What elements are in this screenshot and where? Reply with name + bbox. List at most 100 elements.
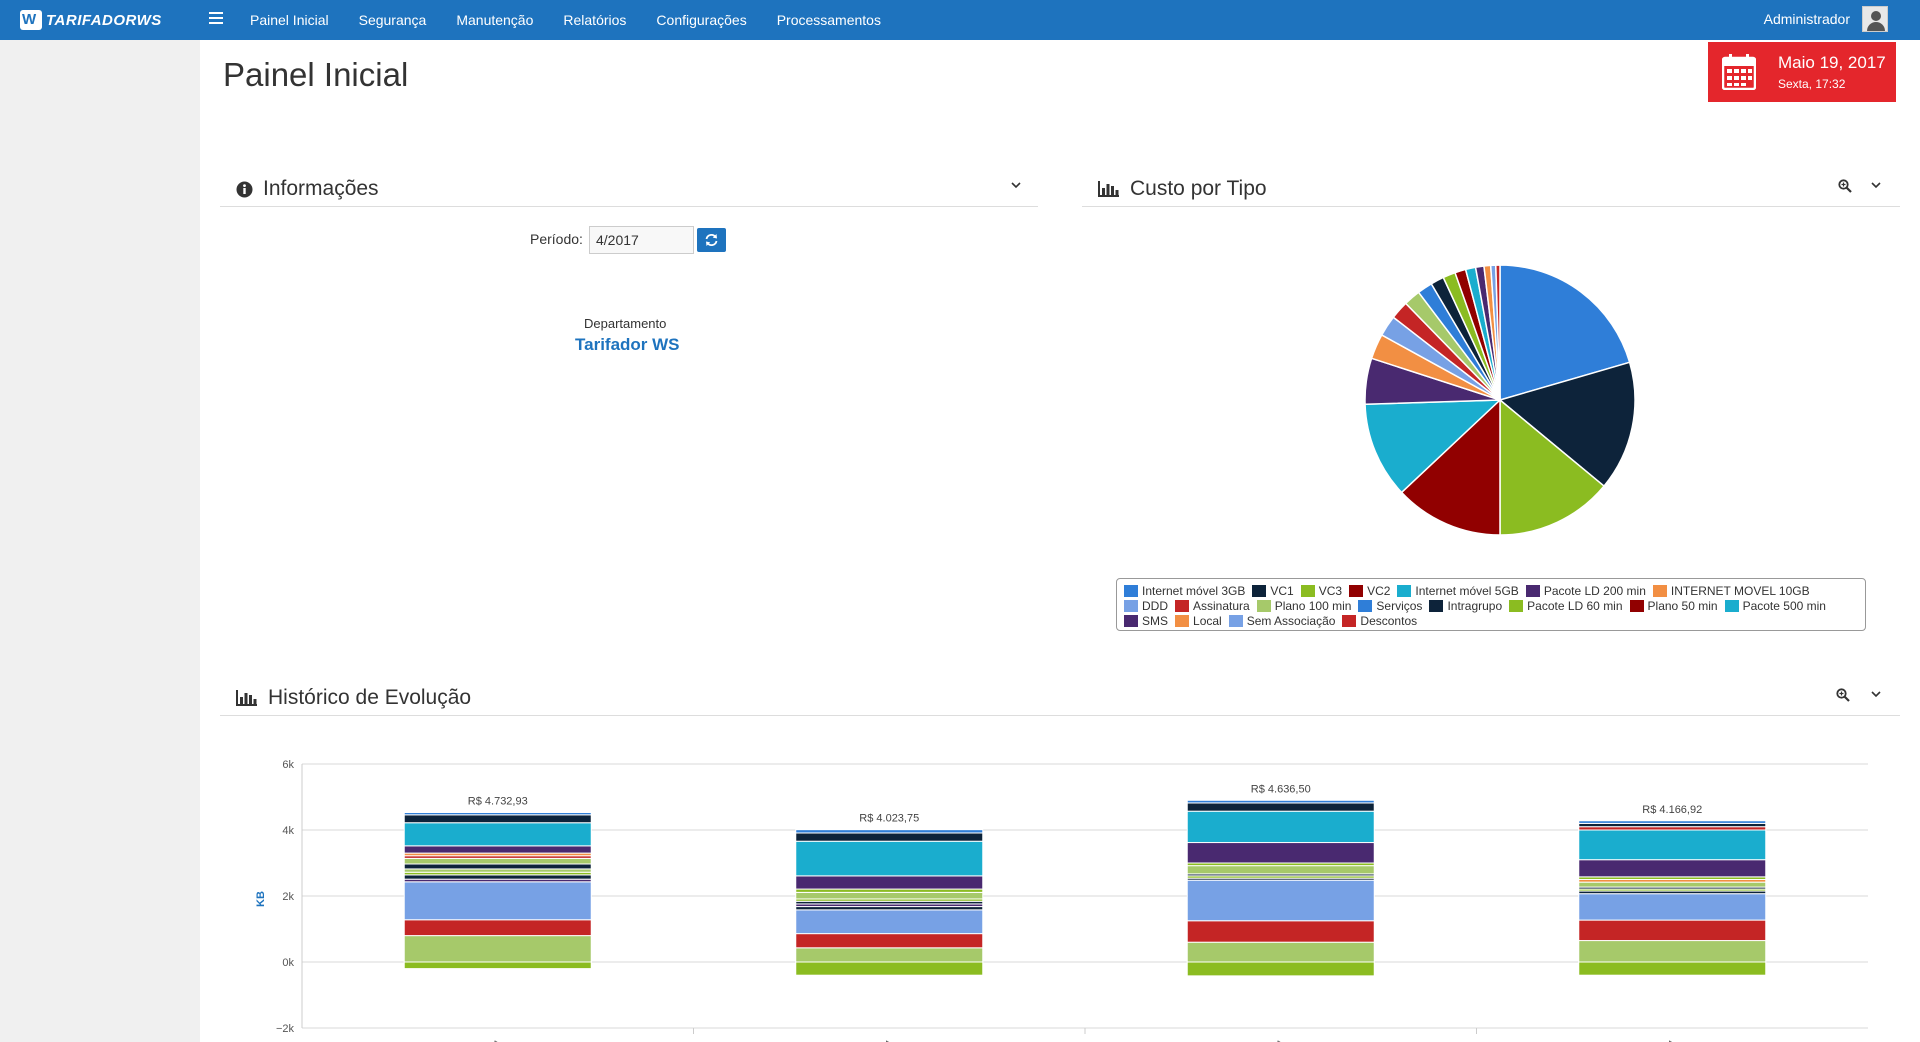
legend-item-internet-movel-5gb[interactable]: Internet móvel 5GB [1397,583,1519,598]
legend-item-pacote-500-min[interactable]: Pacote 500 min [1724,598,1826,613]
bar-segment[interactable] [403,845,592,854]
legend-item-assinatura[interactable]: Assinatura [1175,598,1250,613]
bar-segment[interactable] [795,947,984,963]
bar-segment[interactable] [1186,961,1375,977]
hamburger-menu-icon[interactable] [209,12,223,24]
legend-item-plano-100-min[interactable]: Plano 100 min [1256,598,1351,613]
y-tick-label: 0k [282,957,294,969]
bar-segment[interactable] [795,832,984,842]
bar-segment[interactable] [1186,810,1375,844]
bar-segment[interactable] [1578,940,1767,963]
legend-item-descontos[interactable]: Descontos [1342,613,1417,628]
refresh-button[interactable] [697,228,726,252]
bar-segment[interactable] [403,814,592,824]
legend-item-servicos[interactable]: Serviços [1358,598,1422,613]
legend-label: Sem Associação [1246,613,1336,628]
user-menu[interactable]: Administrador [1764,6,1888,32]
bar-segment[interactable] [403,857,592,865]
nav-item-configuracoes[interactable]: Configurações [656,12,747,28]
nav-item-processamentos[interactable]: Processamentos [776,12,881,28]
bar-segment[interactable] [403,822,592,847]
pie-slice-internet-movel-3gb[interactable] [1499,264,1631,401]
bar-segment[interactable] [403,935,592,963]
bar-segment[interactable] [1578,919,1767,942]
legend-item-vc2[interactable]: VC2 [1349,583,1390,598]
nav-item-painel-inicial[interactable]: Painel Inicial [250,12,329,28]
legend-item-internet-movel-3gb[interactable]: Internet móvel 3GB [1124,583,1245,598]
legend-item-ddd[interactable]: DDD [1124,598,1168,613]
zoom-icon[interactable] [1838,179,1852,193]
bar-segment[interactable] [1578,881,1767,888]
bar-segment[interactable] [1578,820,1767,824]
pie-slice-vc2[interactable] [1400,398,1501,536]
nav-item-relatorios[interactable]: Relatórios [563,12,627,28]
nav-item-seguranca[interactable]: Segurança [358,12,427,28]
legend-item-local[interactable]: Local [1175,613,1222,628]
bar-segment[interactable] [1186,842,1375,864]
legend-item-sms[interactable]: SMS [1124,613,1168,628]
app-logo[interactable]: TARIFADORWS [20,10,162,30]
history-bar-chart: 6k 4k 2k 0k −2k KB R$ 4.732,93 1/2017 R$ 4.023,7… [255,759,1868,1042]
refresh-icon [705,234,718,246]
legend-swatch [1525,584,1540,597]
bar-total-label: R$ 4.732,93 [468,796,528,808]
bar-segment[interactable] [795,875,984,890]
collapse-chevron-icon[interactable] [1870,688,1882,700]
bar-segment[interactable] [1186,920,1375,943]
pie-slice-vc3[interactable] [1499,398,1606,536]
bar-segment[interactable] [795,891,984,900]
legend-swatch [1358,599,1373,612]
legend-label: Local [1193,613,1222,628]
pie-slice-vc1[interactable] [1498,361,1636,488]
info-panel-title: Informações [236,177,379,201]
user-avatar-icon[interactable] [1862,6,1888,32]
bar-segment[interactable] [1578,859,1767,878]
bar-segment[interactable] [795,909,984,935]
bar-segment[interactable] [1186,879,1375,922]
date-badge: Maio 19, 2017 Sexta, 17:32 [1708,42,1896,102]
legend-swatch [1175,614,1190,627]
legend-label: Pacote LD 60 min [1527,598,1623,613]
periodo-input[interactable] [589,226,694,254]
department-value[interactable]: Tarifador WS [575,335,680,354]
nav-item-manutencao[interactable]: Manutenção [456,12,534,28]
pie-slice-descontos[interactable] [1494,264,1501,401]
bar-segment[interactable] [403,863,592,870]
calendar-icon [1722,54,1756,90]
bar-segment[interactable] [795,933,984,949]
bar-segment[interactable] [1186,865,1375,875]
bar-chart-icon [1098,181,1119,197]
pie-slice-internet-movel-5gb[interactable] [1364,399,1502,494]
bar-segment[interactable] [795,840,984,877]
collapse-chevron-icon[interactable] [1010,179,1022,191]
bar-segment[interactable] [1186,941,1375,963]
legend-item-pacote-ld-200-min[interactable]: Pacote LD 200 min [1525,583,1646,598]
legend-label: Pacote LD 200 min [1543,583,1646,598]
bar-segment[interactable] [403,874,592,880]
legend-item-vc3[interactable]: VC3 [1300,583,1342,598]
pie-panel-title-text: Custo por Tipo [1130,177,1267,200]
bar-segment[interactable] [1186,802,1375,812]
bar-segment[interactable] [403,812,592,816]
zoom-icon[interactable] [1836,688,1850,702]
legend-item-plano-50-min[interactable]: Plano 50 min [1629,598,1718,613]
collapse-chevron-icon[interactable] [1870,179,1882,191]
legend-item-sem-associacao[interactable]: Sem Associação [1228,613,1336,628]
bar-segment[interactable] [403,881,592,921]
legend-item-pacote-ld-60-min[interactable]: Pacote LD 60 min [1509,598,1623,613]
legend-item-vc1[interactable]: VC1 [1252,583,1294,598]
legend-item-internet-movel-10gb[interactable]: INTERNET MOVEL 10GB [1652,583,1810,598]
legend-label: Pacote 500 min [1742,598,1826,613]
bar-segment[interactable] [795,829,984,834]
bar-total-label: R$ 4.023,75 [859,813,919,825]
bar-segment[interactable] [1578,829,1767,861]
bar-segment[interactable] [403,961,592,970]
legend-label: INTERNET MOVEL 10GB [1670,583,1810,598]
bar-segment[interactable] [403,919,592,937]
bar-segment[interactable] [795,961,984,976]
bar-segment[interactable] [1186,799,1375,804]
bar-segment[interactable] [1578,893,1767,921]
legend-item-intragrupo[interactable]: Intragrupo [1429,598,1502,613]
user-name[interactable]: Administrador [1763,11,1850,27]
bar-segment[interactable] [1578,961,1767,976]
